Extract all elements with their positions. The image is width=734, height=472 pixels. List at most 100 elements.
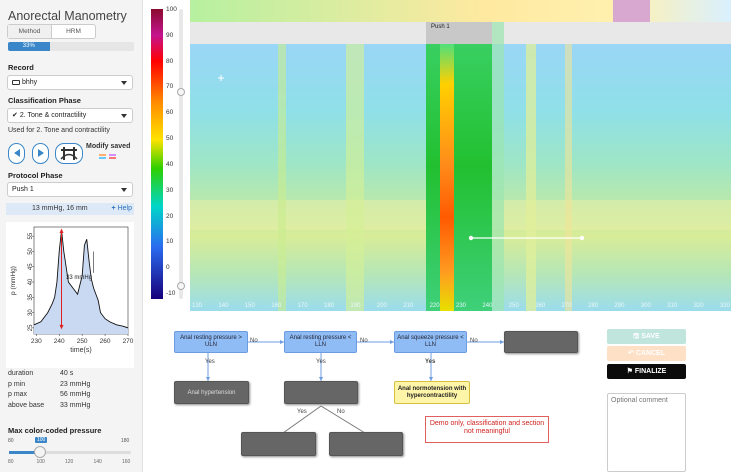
color-scale-bar (151, 9, 163, 299)
record-value: bhhy (22, 79, 38, 86)
pressure-line (33, 230, 129, 329)
flow-node-squeeze-low[interactable]: Anal squeeze pressure < LLN (394, 331, 467, 353)
x-axis-label: time(s) (70, 347, 91, 354)
color-scale-tick: 80 (166, 57, 174, 65)
app-title: Anorectal Manometry (8, 9, 127, 23)
y-tick-label: 25 (28, 324, 34, 331)
y-tick-label: 55 (28, 232, 34, 239)
protocol-select[interactable]: Push 1 (7, 182, 133, 197)
finalize-button[interactable]: ⚑ FINALIZE (607, 364, 686, 379)
arrow-right-icon (37, 149, 44, 157)
heatmap-x-tick: 210 (403, 303, 414, 309)
heatmap-x-tick: 190 (350, 303, 361, 309)
color-scale-tick: -10 (166, 290, 176, 297)
cancel-label: CANCEL (635, 350, 665, 357)
heatmap-x-tick: 320 (694, 303, 705, 309)
stat-label: above base (8, 401, 45, 409)
used-for-text: Used for 2. Tone and contractility (8, 127, 110, 134)
pressure-plot: 33 mmHg 25 30 35 40 45 50 55 230 240 250 260 270 time… (6, 222, 134, 368)
flow-label-no: No (337, 409, 345, 415)
heatmap-x-tick: 150 (245, 303, 256, 309)
save-button[interactable]: 🖫 SAVE (607, 329, 686, 344)
color-swatch (99, 154, 106, 156)
flag-icon: ⚑ (626, 368, 633, 375)
heatmap-x-tick: 240 (482, 303, 493, 309)
push-label: Push 1 (431, 24, 450, 30)
slider-track[interactable] (9, 451, 131, 454)
y-tick-label: 35 (28, 293, 34, 300)
help-link[interactable]: + Help (112, 203, 132, 215)
tab-method[interactable]: Method (8, 25, 52, 38)
heatmap-x-tick: 170 (298, 303, 309, 309)
flow-label-yes: Yes (297, 409, 307, 415)
slider-min: 80 (8, 438, 14, 444)
classification-value: 2. Tone & contractility (19, 112, 87, 119)
heatmap-x-tick: 270 (562, 303, 573, 309)
flow-node-hypertension[interactable]: Anal hypertension (174, 381, 249, 404)
flow-node-leaf-yes[interactable] (241, 432, 316, 456)
color-scale-tick: 60 (166, 109, 174, 117)
bridge-button[interactable] (55, 143, 83, 164)
stat-row: p max 56 mmHg (8, 390, 90, 401)
color-swatch (109, 154, 116, 156)
info-bar: 13 mmHg, 16 mm + Help (6, 203, 134, 215)
heatmap-x-tick: 230 (456, 303, 467, 309)
slider-ticks: 80 100 120 140 160 (8, 459, 132, 471)
tab-hrm[interactable]: HRM (66, 28, 81, 35)
heatmap-x-tick: 260 (535, 303, 546, 309)
heatmap-x-tick: 220 (430, 303, 441, 309)
scale-slider-handle[interactable] (177, 282, 185, 290)
flow-label-no: No (470, 338, 478, 344)
flow-node-resting-high[interactable]: Anal resting pressure > ULN (174, 331, 248, 353)
flow-node-resting-low[interactable]: Anal resting pressure < LLN (284, 331, 357, 353)
stat-label: duration (8, 370, 34, 377)
color-scale-tick: 90 (166, 31, 174, 39)
flow-label-no: No (250, 338, 258, 344)
x-tick-label: 270 (123, 338, 134, 345)
stat-label: p max (8, 391, 28, 398)
color-swatch (109, 157, 116, 159)
heatmap-x-tick: 310 (667, 303, 678, 309)
pressure-heatmap[interactable]: Push 1 130 140 150 160 170 180 190 200 210 220 230… (190, 0, 731, 311)
flow-node-next[interactable] (504, 331, 578, 353)
protocol-label: Protocol Phase (8, 171, 63, 180)
protocol-value: Push 1 (12, 186, 34, 193)
classification-select[interactable]: ✔ 2. Tone & contractility (7, 108, 133, 123)
record-select[interactable]: bhhy (7, 75, 133, 90)
scale-slider-track[interactable] (179, 9, 183, 299)
demo-note: Demo only, classification and section no… (425, 416, 549, 443)
color-scale-tick: 70 (166, 83, 174, 91)
flow-node-leaf-no[interactable] (329, 432, 403, 456)
slider-value: 100 (35, 437, 48, 443)
color-scale-tick: 100 (166, 6, 177, 13)
flow-label-no: No (360, 338, 368, 344)
marker-arrow (59, 324, 64, 330)
color-scale-tick: 30 (166, 186, 174, 194)
next-button[interactable] (32, 143, 49, 164)
heatmap-x-tick: 160 (271, 303, 282, 309)
slider-tick: 100 (36, 459, 45, 465)
prev-button[interactable] (8, 143, 25, 164)
classification-label: Classification Phase (8, 96, 81, 105)
chevron-down-icon (121, 188, 127, 192)
heatmap-x-tick: 290 (614, 303, 625, 309)
flow-node-normotension[interactable]: Anal normotension with hypercontractilit… (394, 381, 470, 404)
flow-node-branch[interactable] (284, 381, 358, 404)
color-scale-tick: 0 (166, 264, 170, 272)
heatmap-x-tick: 280 (588, 303, 599, 309)
heatmap-x-tick: 130 (192, 303, 203, 309)
comment-field[interactable] (607, 393, 686, 472)
heatmap-x-tick: 330 (720, 303, 731, 309)
x-tick-label: 230 (31, 338, 42, 345)
arrow-left-icon (13, 149, 20, 157)
cancel-button[interactable]: ↶ CANCEL (607, 346, 686, 361)
stat-value: 33 mmHg (60, 401, 91, 409)
undo-icon: ↶ (628, 350, 634, 357)
color-scale-tick: 50 (166, 135, 174, 143)
scale-slider-handle[interactable] (177, 88, 185, 96)
save-icon: 🖫 (633, 333, 640, 340)
slider-handle[interactable] (34, 446, 46, 458)
flow-label-yes: Yes (316, 359, 326, 365)
chevron-down-icon (121, 114, 127, 118)
slider-tick: 80 (8, 459, 14, 465)
